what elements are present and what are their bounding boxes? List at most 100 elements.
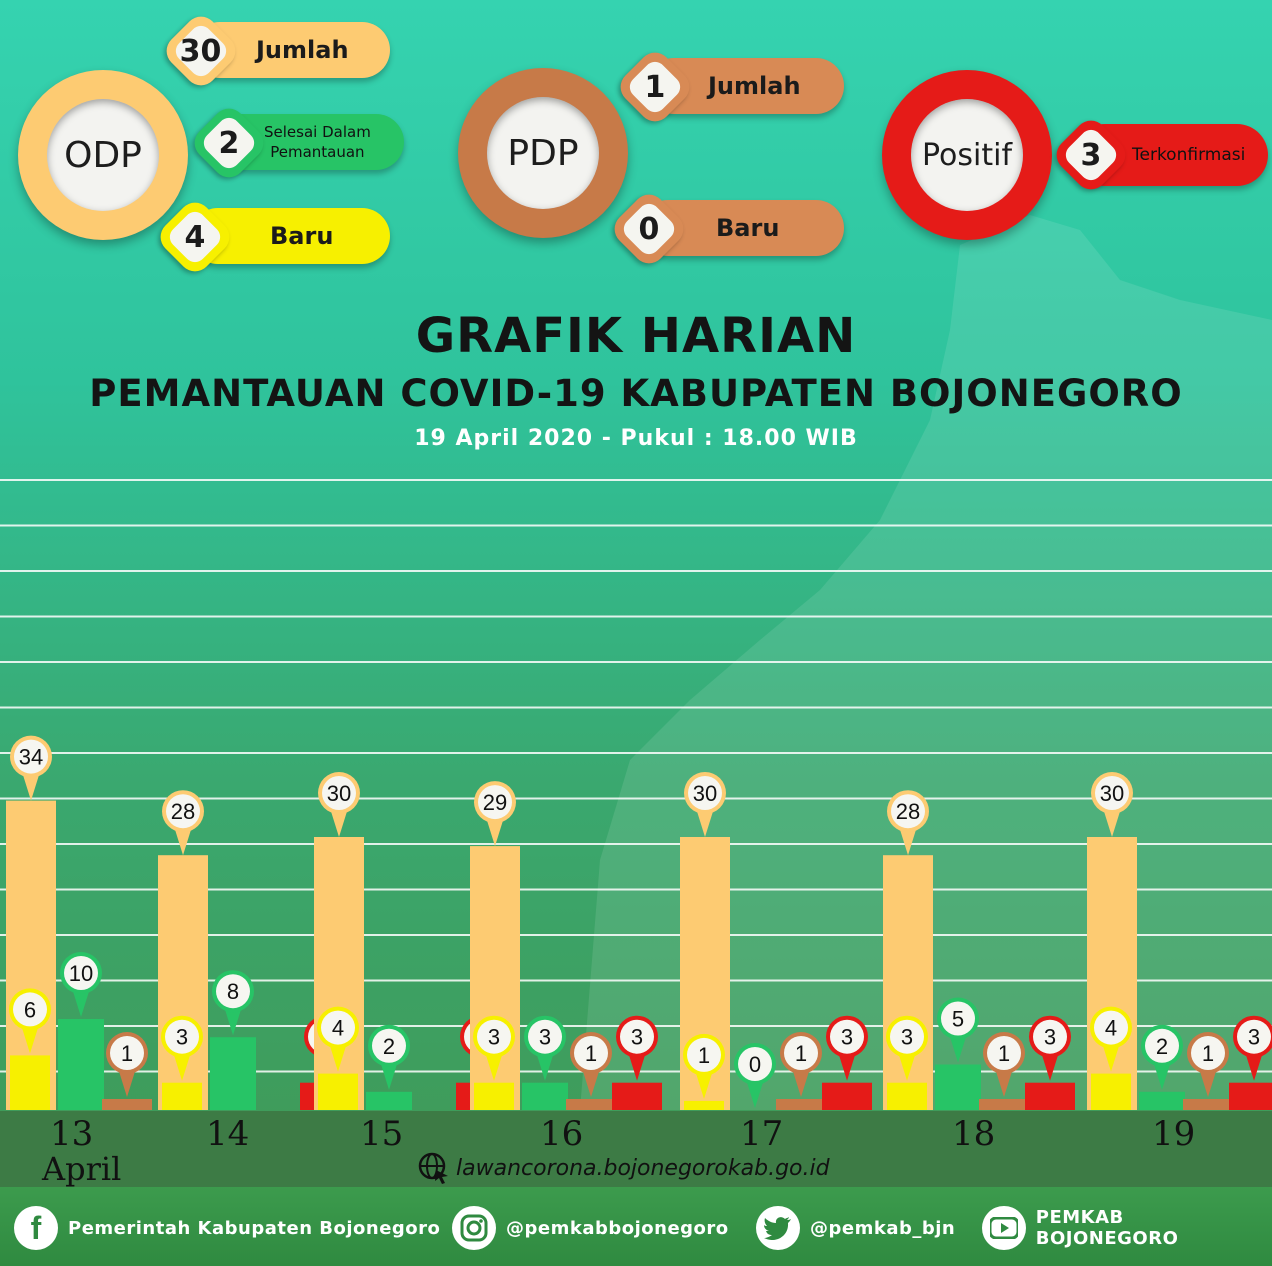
day-label-19: 19 [1152,1114,1196,1154]
data-label-selesai-17: 0 [749,1052,761,1077]
pin-face-baru-19 [1094,1010,1128,1045]
data-label-positif-18: 3 [1044,1025,1056,1050]
website-row[interactable]: lawancorona.bojonegorokab.go.id [418,1152,830,1184]
twitter-icon [756,1206,800,1250]
pin-face-odp-14 [166,794,200,829]
pin-face-baru-15 [321,1010,355,1045]
pin-face-odp-17 [688,776,722,810]
day-label-13: 13 [50,1114,94,1154]
data-label-pdp-17: 1 [795,1041,807,1066]
facebook-icon: f [14,1206,58,1250]
pin-face-positif-19 [1237,1019,1271,1054]
bar-odp-19 [1087,837,1137,1110]
data-label-selesai-19: 2 [1156,1034,1168,1059]
twitter-text: @pemkab_bjn [810,1217,956,1239]
pin-face-selesai-13 [64,956,98,990]
youtube-text: PEMKAB BOJONEGORO [1035,1207,1179,1249]
pdp-jumlah-label: Jumlah [708,72,801,100]
pin-face-odp-18 [891,794,925,829]
data-label-odp-13: 34 [19,745,43,770]
pin-face-selesai-15 [372,1028,406,1063]
bar-selesai-18 [935,1064,981,1110]
data-label-selesai-15: 2 [383,1034,395,1059]
pdp-baru-label: Baru [716,214,780,242]
day-label-14: 14 [206,1114,250,1154]
bar-baru-18 [887,1082,927,1110]
youtube-link[interactable]: PEMKAB BOJONEGORO [982,1206,1272,1250]
pin-face-selesai-16 [528,1019,562,1054]
data-label-pdp-16: 1 [585,1041,597,1066]
bar-selesai-16 [522,1082,568,1110]
odp-baru-pill: Baru [190,208,390,264]
data-label-odp-16: 29 [483,790,507,815]
bar-pdp-18 [979,1099,1029,1110]
globe-cursor-icon [418,1152,448,1184]
bar-baru-15 [318,1073,358,1110]
positif-ring: Positif [882,70,1052,240]
pdp-ring: PDP [458,68,628,238]
youtube-icon [982,1206,1026,1250]
data-label-pdp-19: 1 [1202,1041,1214,1066]
day-label-17: 17 [740,1114,784,1154]
odp-label: ODP [47,99,159,211]
positif-label: Positif [911,99,1023,211]
pin-face-odp-16 [478,785,512,820]
bar-baru-16 [474,1082,514,1110]
pin-face-positif-17 [830,1019,864,1054]
odp-selesai-value: 2 [218,125,240,161]
data-label-selesai-16: 3 [539,1025,551,1050]
pin-face-pdp-16 [574,1036,608,1070]
daily-bar-chart: 3461012838330423293313301013283513304213 [0,479,1272,1110]
data-label-pdp-18: 1 [998,1041,1010,1066]
facebook-link[interactable]: f Pemerintah Kabupaten Bojonegoro [14,1206,440,1250]
bar-positif-16 [612,1082,662,1110]
bar-selesai-13 [58,1019,104,1110]
bar-odp-15 [314,837,364,1110]
chart-dateline: 19 April 2020 - Pukul : 18.00 WIB [414,426,858,451]
data-label-odp-17: 30 [693,781,717,806]
data-label-baru-17: 1 [698,1043,710,1068]
pin-face-odp-19 [1095,776,1129,810]
data-label-odp-14: 28 [171,799,195,824]
twitter-link[interactable]: @pemkab_bjn [756,1206,955,1250]
data-label-positif-19: 3 [1248,1025,1260,1050]
pin-face-baru-17 [687,1037,721,1072]
pin-face-pdp-19 [1191,1036,1225,1070]
odp-jumlah-value: 30 [180,33,222,69]
pin-face-selesai-17 [738,1047,772,1081]
pdp-label: PDP [487,97,599,209]
pdp-jumlah-value: 1 [644,69,666,105]
bar-baru-14 [162,1082,202,1110]
positif-value-label: Terkonfirmasi [1132,145,1246,165]
data-label-baru-19: 4 [1105,1016,1117,1041]
data-label-odp-19: 30 [1100,781,1124,806]
pin-face-baru-13 [13,992,47,1027]
bar-pdp-17 [776,1099,826,1110]
instagram-link[interactable]: @pemkabbojonegoro [452,1206,729,1250]
pdp-baru-value: 0 [638,211,660,247]
pin-face-positif-18 [1033,1019,1067,1054]
data-label-baru-13: 6 [24,997,36,1022]
pin-face-baru-18 [890,1019,924,1054]
data-label-selesai-18: 5 [952,1007,964,1032]
positif-value: 3 [1080,137,1102,173]
odp-selesai-pill: Selesai Dalam Pemantauan [210,114,404,170]
odp-selesai-label-1: Selesai Dalam [264,123,371,141]
bar-selesai-19 [1139,1091,1185,1110]
pin-face-selesai-18 [941,1001,975,1036]
data-label-selesai-14: 8 [227,979,239,1004]
pin-face-selesai-14 [216,974,250,1009]
pin-face-pdp-18 [987,1036,1021,1070]
odp-selesai-label-2: Pemantauan [270,143,365,161]
odp-baru-value: 4 [184,219,206,255]
data-label-odp-18: 28 [896,799,920,824]
instagram-text: @pemkabbojonegoro [506,1217,729,1239]
bar-selesai-14 [210,1037,256,1110]
bar-pdp-19 [1183,1099,1233,1110]
pin-face-odp-15 [322,776,356,810]
footer-band [0,1187,1272,1266]
chart-title: GRAFIK HARIAN [415,308,857,364]
bar-positif-19 [1229,1082,1272,1110]
bar-pdp-16 [566,1099,616,1110]
